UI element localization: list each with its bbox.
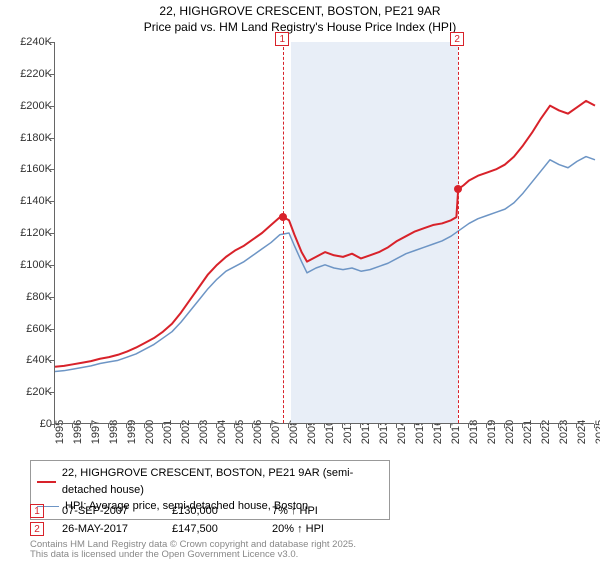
title-line-1: 22, HIGHGROVE CRESCENT, BOSTON, PE21 9AR: [0, 4, 600, 20]
line-series-svg: [55, 42, 594, 423]
y-tick-label: £80K: [2, 291, 52, 303]
y-tick-label: £200K: [2, 100, 52, 112]
sale-marker-dot: [454, 185, 462, 193]
sale-pct: 7% ↑ HPI: [272, 505, 362, 517]
y-tick-label: £120K: [2, 227, 52, 239]
sales-table: 1 07-SEP-2007 £130,000 7% ↑ HPI 2 26-MAY…: [30, 502, 362, 538]
legend-item-price-paid: 22, HIGHGROVE CRESCENT, BOSTON, PE21 9AR…: [37, 465, 383, 498]
sale-marker-line: [283, 42, 284, 423]
y-tick-label: £0: [2, 418, 52, 430]
legend-label: 22, HIGHGROVE CRESCENT, BOSTON, PE21 9AR…: [62, 465, 383, 498]
footer: Contains HM Land Registry data © Crown c…: [30, 540, 356, 561]
y-tick-label: £20K: [2, 386, 52, 398]
y-tick-label: £140K: [2, 195, 52, 207]
sale-price: £147,500: [172, 523, 272, 535]
y-tick-label: £160K: [2, 163, 52, 175]
chart-container: 22, HIGHGROVE CRESCENT, BOSTON, PE21 9AR…: [0, 0, 600, 560]
y-tick-label: £240K: [2, 36, 52, 48]
sale-row: 1 07-SEP-2007 £130,000 7% ↑ HPI: [30, 502, 362, 520]
sale-row: 2 26-MAY-2017 £147,500 20% ↑ HPI: [30, 520, 362, 538]
series-hpi: [55, 157, 595, 372]
sale-price: £130,000: [172, 505, 272, 517]
sale-date: 26-MAY-2017: [62, 523, 172, 535]
y-tick-label: £100K: [2, 259, 52, 271]
sale-marker-box: 2: [30, 522, 44, 536]
y-tick-label: £40K: [2, 354, 52, 366]
plot-area: 12: [54, 42, 594, 424]
sale-marker-dot: [279, 213, 287, 221]
y-tick-label: £180K: [2, 132, 52, 144]
sale-pct: 20% ↑ HPI: [272, 523, 362, 535]
legend-swatch: [37, 481, 56, 483]
series-price_paid: [55, 101, 595, 367]
title-block: 22, HIGHGROVE CRESCENT, BOSTON, PE21 9AR…: [0, 0, 600, 35]
sale-marker-box: 1: [275, 32, 289, 46]
sale-date: 07-SEP-2007: [62, 505, 172, 517]
footer-line-2: This data is licensed under the Open Gov…: [30, 550, 356, 560]
sale-marker-box: 2: [450, 32, 464, 46]
sale-marker-line: [458, 42, 459, 423]
sale-marker-box: 1: [30, 504, 44, 518]
title-line-2: Price paid vs. HM Land Registry's House …: [0, 20, 600, 36]
y-tick-label: £60K: [2, 323, 52, 335]
y-tick-label: £220K: [2, 68, 52, 80]
